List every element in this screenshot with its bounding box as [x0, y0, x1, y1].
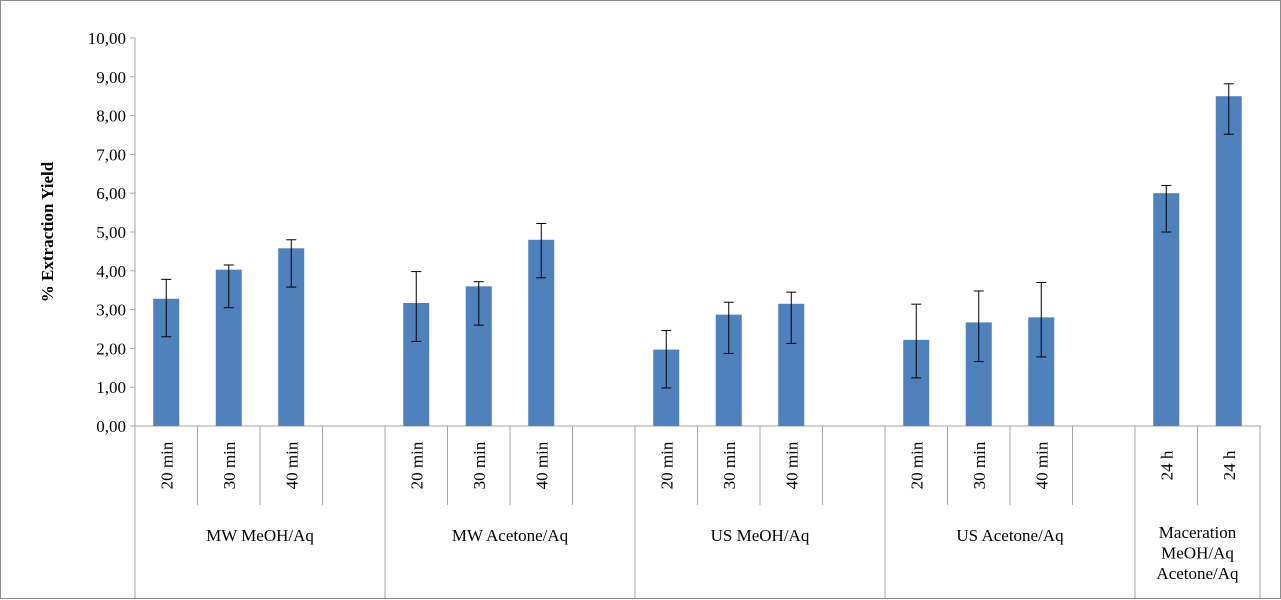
category-label: 40 min	[282, 441, 301, 489]
bar	[1215, 96, 1242, 426]
category-label: 20 min	[407, 441, 426, 489]
y-tick-label: 9,00	[96, 68, 126, 87]
category-label: 30 min	[220, 441, 239, 489]
group-label: Maceration	[1159, 523, 1237, 542]
y-tick-label: 4,00	[96, 262, 126, 281]
group-label: US MeOH/Aq	[711, 526, 810, 545]
axes-layer	[130, 37, 1261, 598]
category-label: 40 min	[782, 441, 801, 489]
category-label: 20 min	[657, 441, 676, 489]
y-axis-title: % Extraction Yield	[38, 161, 57, 302]
labels-layer: 0,00 1,00 2,00 3,00 4,00 5,00 6,00 7,00 8,00 9,00…	[88, 29, 1239, 583]
category-label: 30 min	[970, 441, 989, 489]
y-tick-label: 6,00	[96, 184, 126, 203]
category-label: 40 min	[532, 441, 551, 489]
category-label: 40 min	[1032, 441, 1051, 489]
bars-layer	[153, 96, 1242, 426]
y-tick-label: 7,00	[96, 145, 126, 164]
y-tick-label: 1,00	[96, 378, 126, 397]
category-label: 20 min	[907, 441, 926, 489]
group-label: MW Acetone/Aq	[452, 526, 569, 545]
error-bars-layer	[161, 83, 1234, 389]
category-label: 24 h	[1157, 450, 1176, 480]
y-tick-label: 10,00	[88, 29, 126, 48]
group-label: MeOH/Aq	[1161, 544, 1234, 563]
category-label: 20 min	[157, 441, 176, 489]
category-label: 30 min	[720, 441, 739, 489]
category-label: 24 h	[1220, 450, 1239, 480]
y-tick-label: 3,00	[96, 301, 126, 320]
category-label: 30 min	[470, 441, 489, 489]
y-tick-label: 0,00	[96, 417, 126, 436]
group-label: US Acetone/Aq	[956, 526, 1064, 545]
y-tick-label: 8,00	[96, 107, 126, 126]
y-tick-label: 5,00	[96, 223, 126, 242]
y-tick-label: 2,00	[96, 339, 126, 358]
group-label: MW MeOH/Aq	[206, 526, 314, 545]
group-label: Acetone/Aq	[1156, 564, 1239, 583]
